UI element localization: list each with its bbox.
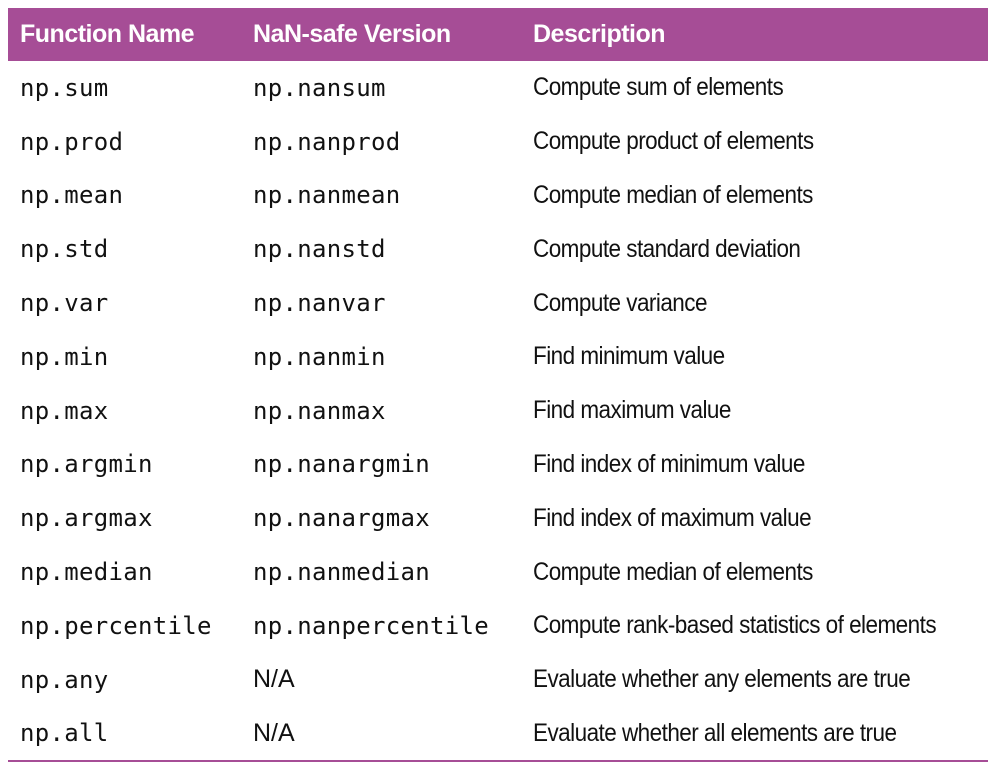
nan-safe-version-cell: np.nansum [253, 73, 386, 102]
table-row: np.min np.nanmin Find minimum value [8, 330, 988, 384]
description-cell: Compute median of elements [521, 545, 988, 599]
nan-safe-version-cell: np.nanmax [253, 396, 386, 425]
function-name-cell: np.prod [20, 127, 124, 156]
description-cell: Compute median of elements [521, 169, 988, 223]
function-name-cell: np.argmin [20, 450, 153, 479]
nan-safe-version-cell: np.nanargmin [253, 450, 430, 479]
aggregation-functions-table-container: Function Name NaN-safe Version Descripti… [8, 8, 988, 760]
function-name-cell: np.argmax [20, 504, 153, 533]
table-row: np.std np.nanstd Compute standard deviatio… [8, 222, 988, 276]
table-row: np.mean np.nanmean Compute median of eleme… [8, 169, 988, 223]
description-cell: Compute standard deviation [521, 222, 988, 276]
nan-safe-version-cell: np.nanprod [253, 127, 401, 156]
header-nan-safe-version: NaN-safe Version [253, 20, 451, 48]
description-text: Find index of maximum value [533, 503, 812, 532]
table-header: Function Name NaN-safe Version Descripti… [8, 8, 988, 61]
description-text: Compute variance [533, 288, 707, 317]
function-name-cell: np.percentile [20, 611, 212, 640]
table-row: np.var np.nanvar Compute variance [8, 276, 988, 330]
table-body: np.sum np.nansum Compute sum of elements np… [8, 61, 988, 760]
description-cell: Find index of minimum value [521, 438, 988, 492]
description-text: Evaluate whether all elements are true [533, 718, 897, 747]
description-text: Evaluate whether any elements are true [533, 665, 911, 694]
nan-safe-version-cell: np.nanmin [253, 342, 386, 371]
nan-safe-version-cell: np.nanargmax [253, 504, 430, 533]
function-name-cell: np.min [20, 342, 109, 371]
nan-safe-version-cell: np.nanpercentile [253, 611, 489, 640]
table-row: np.prod np.nanprod Compute product of elem… [8, 115, 988, 169]
header-function-name: Function Name [20, 20, 195, 48]
description-cell: Find minimum value [521, 330, 988, 384]
nan-safe-version-cell: N/A [253, 665, 295, 694]
function-name-cell: np.max [20, 396, 109, 425]
function-name-cell: np.mean [20, 181, 124, 210]
description-cell: Compute product of elements [521, 115, 988, 169]
function-name-cell: np.var [20, 289, 109, 318]
description-cell: Compute variance [521, 276, 988, 330]
nan-safe-version-cell: N/A [253, 718, 295, 747]
description-text: Find maximum value [533, 396, 731, 425]
table-row: np.sum np.nansum Compute sum of elements [8, 61, 988, 115]
description-cell: Evaluate whether any elements are true [521, 653, 988, 707]
nan-safe-version-cell: np.nanvar [253, 289, 386, 318]
description-text: Find minimum value [533, 342, 725, 371]
table-row: np.argmax np.nanargmax Find index of maxim… [8, 491, 988, 545]
header-row: Function Name NaN-safe Version Descripti… [8, 8, 988, 61]
function-name-cell: np.std [20, 235, 109, 264]
table-row: np.max np.nanmax Find maximum value [8, 384, 988, 438]
description-text: Compute sum of elements [533, 73, 784, 102]
description-text: Compute median of elements [533, 557, 813, 586]
description-text: Find index of minimum value [533, 449, 805, 478]
header-description: Description [533, 20, 666, 48]
description-cell: Find maximum value [521, 384, 988, 438]
table-bottom-rule [8, 760, 988, 762]
table-row: np.any N/A Evaluate whether any elements a… [8, 653, 988, 707]
nan-safe-version-cell: np.nanmean [253, 181, 401, 210]
table-row: np.all N/A Evaluate whether all elements a… [8, 707, 988, 761]
function-name-cell: np.median [20, 558, 153, 587]
description-text: Compute product of elements [533, 127, 814, 156]
description-text: Compute rank-based statistics of element… [533, 611, 937, 640]
nan-safe-version-cell: np.nanmedian [253, 558, 430, 587]
description-text: Compute median of elements [533, 180, 813, 209]
nan-safe-version-cell: np.nanstd [253, 235, 386, 264]
description-text: Compute standard deviation [533, 234, 801, 263]
table-row: np.percentile np.nanpercentile Compute ran… [8, 599, 988, 653]
function-name-cell: np.sum [20, 73, 109, 102]
table-row: np.argmin np.nanargmin Find index of minim… [8, 438, 988, 492]
description-cell: Evaluate whether all elements are true [521, 707, 988, 761]
function-name-cell: np.any [20, 665, 109, 694]
description-cell: Compute rank-based statistics of element… [521, 599, 988, 653]
description-cell: Find index of maximum value [521, 491, 988, 545]
table-row: np.median np.nanmedian Compute median of e… [8, 545, 988, 599]
description-cell: Compute sum of elements [521, 61, 988, 115]
function-name-cell: np.all [20, 719, 109, 748]
aggregation-functions-table: Function Name NaN-safe Version Descripti… [8, 8, 988, 760]
